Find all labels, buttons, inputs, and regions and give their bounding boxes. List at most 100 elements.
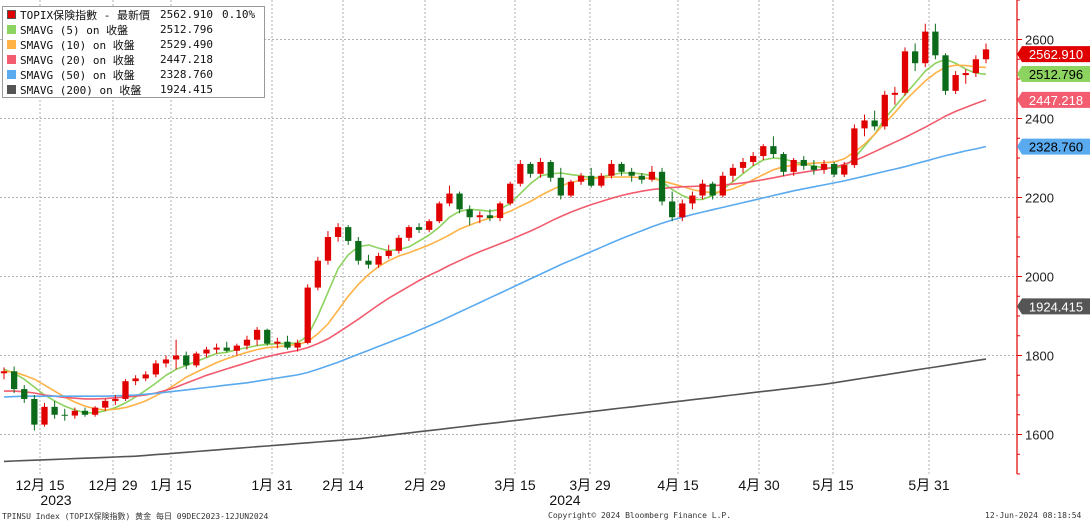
candle-body <box>375 255 382 265</box>
candle-body <box>679 203 686 218</box>
candle <box>456 191 463 214</box>
legend-name: SMAVG (200) on 收盤 <box>20 83 142 97</box>
series-line <box>4 99 987 400</box>
candle-body <box>577 175 585 182</box>
last-value-label: 2447.218 <box>1017 91 1090 108</box>
candle <box>193 351 200 368</box>
candle-body <box>41 406 48 425</box>
candle <box>709 181 716 200</box>
y-tick-label: 1600 <box>1025 428 1054 443</box>
candle <box>446 185 453 207</box>
candle-body <box>314 260 321 288</box>
last-value-labels: 2562.910 2512.796 2447.218 2328.760 1924.415 <box>1017 46 1090 314</box>
candle <box>203 346 210 358</box>
candle-body <box>982 49 990 60</box>
candle-body <box>395 237 402 251</box>
y-tick-label: 1800 <box>1025 349 1054 364</box>
candle-body <box>669 201 676 218</box>
candle-body <box>466 209 473 218</box>
candle-body <box>881 94 888 127</box>
candle-body <box>334 227 342 237</box>
candle <box>881 90 888 130</box>
legend-value: 2447.218 <box>160 53 213 66</box>
legend-name: SMAVG (50) on 收盤 <box>20 68 135 82</box>
candle <box>901 47 909 96</box>
candle-body <box>932 31 939 56</box>
y-tick-label: 2400 <box>1025 112 1054 127</box>
candle <box>537 158 544 178</box>
candle-body <box>962 73 969 76</box>
candle <box>41 402 48 427</box>
candle <box>294 339 301 352</box>
candle-body <box>294 342 301 348</box>
candle <box>962 69 969 84</box>
x-tick-label: 5月 15 <box>812 477 853 493</box>
candle <box>324 231 332 265</box>
candle <box>284 335 291 350</box>
candle-body <box>598 175 605 186</box>
candle <box>658 167 666 206</box>
legend-swatch <box>7 70 16 79</box>
candle-body <box>132 378 139 382</box>
candle-body <box>61 414 68 416</box>
legend-swatch <box>7 55 16 64</box>
candle-body <box>183 355 190 366</box>
x-tick-label: 2月 29 <box>404 477 445 493</box>
candle-body <box>213 347 220 350</box>
candle-body <box>415 227 423 230</box>
legend-row-sma50: SMAVG (50) on 收盤 2328.760 <box>3 67 264 82</box>
x-tick-label: 5月 31 <box>908 477 949 493</box>
candle <box>253 327 261 346</box>
candle-body <box>608 163 615 176</box>
legend-row-sma20: SMAVG (20) on 收盤 2447.218 <box>3 52 264 67</box>
candle-body <box>800 159 807 166</box>
candle-body <box>760 146 767 157</box>
legend-name: TOPIX保険指數 - 最新價 <box>20 8 150 22</box>
candle-body <box>648 171 656 180</box>
candle <box>91 406 99 417</box>
candle-body <box>810 165 818 170</box>
candle-body <box>820 163 828 170</box>
last-value-box <box>1017 298 1090 315</box>
candle-body <box>345 227 352 241</box>
candle-body <box>486 215 494 219</box>
candle-body <box>911 51 919 64</box>
candle-body <box>739 161 747 168</box>
legend-row-price: TOPIX保険指數 - 最新價 2562.910 0.10% <box>3 7 264 22</box>
x-tick-label: 1月 31 <box>251 477 292 493</box>
candle-body <box>253 329 261 340</box>
candle-body <box>831 163 838 175</box>
candle <box>415 223 423 234</box>
candle <box>800 156 807 170</box>
candle <box>365 254 372 269</box>
candle-body <box>547 161 554 178</box>
legend-value: 2512.796 <box>160 23 213 36</box>
last-value-box <box>1017 46 1090 63</box>
candle <box>648 165 656 182</box>
footer-source: TPINSU Index (TOPIX保険指數) 黄金 每日 09DEC2023… <box>2 512 269 521</box>
y-tick-label: 2200 <box>1025 191 1054 206</box>
candle <box>689 191 696 210</box>
candle-body <box>172 355 180 360</box>
candle <box>750 152 757 166</box>
candle-body <box>699 183 706 196</box>
legend-value: 1924.415 <box>160 83 213 96</box>
legend-row-sma5: SMAVG (5) on 收盤 2512.796 <box>3 22 264 37</box>
candle-body <box>476 215 483 218</box>
candle <box>264 328 271 346</box>
candle <box>71 407 79 419</box>
candle <box>466 205 473 226</box>
candle <box>243 335 251 350</box>
candle <box>274 337 281 349</box>
candle-body <box>517 163 524 184</box>
legend-value: 2562.910 <box>160 8 213 21</box>
candle-body <box>274 341 281 344</box>
legend-value: 2328.760 <box>160 68 213 81</box>
x-axis: 12月 15 12月 29 1月 15 1月 31 2月 14 2月 29 3月 15 3月 … <box>15 477 949 508</box>
candle-body <box>193 353 200 366</box>
candle-body <box>446 193 453 204</box>
candle-body <box>436 203 443 222</box>
candle-body <box>91 407 99 415</box>
candle-body <box>922 31 929 64</box>
